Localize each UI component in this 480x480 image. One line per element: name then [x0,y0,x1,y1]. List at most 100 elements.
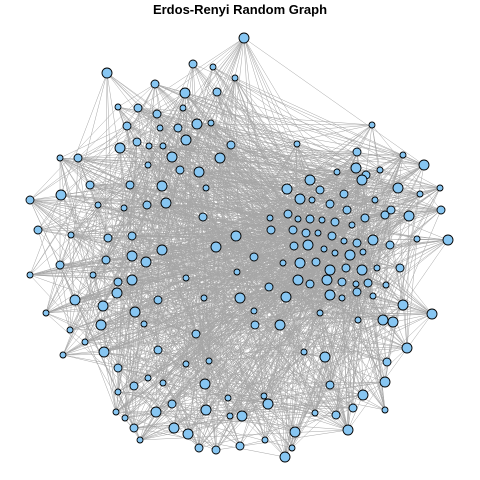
graph-edge [115,411,231,417]
graph-edge [227,304,404,399]
graph-edge [134,311,386,411]
graph-node [226,412,234,420]
graph-node [126,250,138,262]
graph-edge [161,242,358,251]
graph-node [341,263,351,273]
graph-edge [303,319,359,353]
graph-edge [157,291,358,351]
graph-edge [319,312,354,409]
graph-node [288,444,296,452]
graph-node [311,257,321,267]
graph-edge [157,349,337,416]
graph-node [279,259,287,267]
graph-node [344,249,356,261]
graph-node [385,240,395,250]
graph-edge [89,169,381,186]
graph-node [234,292,246,304]
graph-edge [70,204,99,236]
graph-edge [117,391,141,441]
graph-node [101,67,113,79]
graph-edge [230,144,271,219]
graph-edge [254,239,449,326]
graph-node [339,189,349,199]
graph-edge [319,312,433,315]
graph-edge [161,249,187,279]
graph-edge [229,232,307,417]
graph-node [316,309,324,317]
graph-node [250,320,260,330]
graph-edge [198,171,311,181]
graph-node [145,142,153,150]
graph-edge [103,295,374,353]
graph-node [150,406,162,418]
graph-edge [92,274,135,429]
graph-edge [165,193,345,204]
graph-node [156,180,168,192]
graph-node [33,225,43,235]
graph-edge [384,193,421,383]
graph-node [301,228,311,238]
graph-edge [389,239,449,246]
graph-edge [45,234,72,314]
graph-edge [115,324,256,413]
graph-edge [196,123,298,145]
graph-edge [355,238,418,285]
graph-edge [102,299,159,307]
graph-edge [356,291,386,411]
graph-node [305,214,315,224]
graph-node [342,205,352,215]
graph-edge [117,106,363,181]
graph-edge [116,292,119,369]
graph-edge [29,256,255,276]
graph-edge [139,394,364,441]
graph-edge [29,171,338,201]
graph-edge [133,385,217,451]
graph-node [66,326,74,334]
graph-edge [372,215,410,297]
graph-node [403,210,415,222]
graph-node [211,445,221,455]
graph-edge [117,363,187,369]
graph-edge [59,245,295,266]
graph-edge [103,351,386,411]
graph-edge [402,239,449,306]
graph-edge [84,244,309,343]
graph-node [113,363,123,373]
graph-edge [267,312,321,405]
graph-edge [187,361,388,435]
graph-edge [161,179,311,187]
graph-edge [173,235,237,429]
graph-node [308,196,316,204]
graph-node [387,316,399,328]
graph-edge [362,251,378,269]
graph-edge [384,321,394,383]
graph-edge [269,209,348,219]
graph-node [279,451,291,463]
graph-edge [416,187,441,240]
graph-edge [203,262,284,299]
graph-node [188,59,198,69]
graph-node [352,280,360,288]
graph-edge [62,319,359,356]
graph-edge [77,113,158,159]
graph-edge [185,319,359,365]
graph-edge [253,256,270,288]
graph-edge [116,292,200,449]
graph-node [350,162,362,174]
graph-edge [29,106,119,201]
graph-edge [84,310,255,343]
graph-node [318,216,326,224]
graph-node [311,409,319,417]
graph-edge [37,194,62,231]
graph-node [292,274,304,286]
graph-edge [162,382,229,399]
graph-node [209,63,217,71]
graph-edge [185,139,363,181]
graph-node [200,294,208,302]
graph-edge [204,381,386,385]
graph-node [281,183,293,195]
graph-edge [279,324,388,363]
graph-edge [126,91,218,127]
graph-edge [264,319,384,441]
graph-edge [45,255,133,314]
